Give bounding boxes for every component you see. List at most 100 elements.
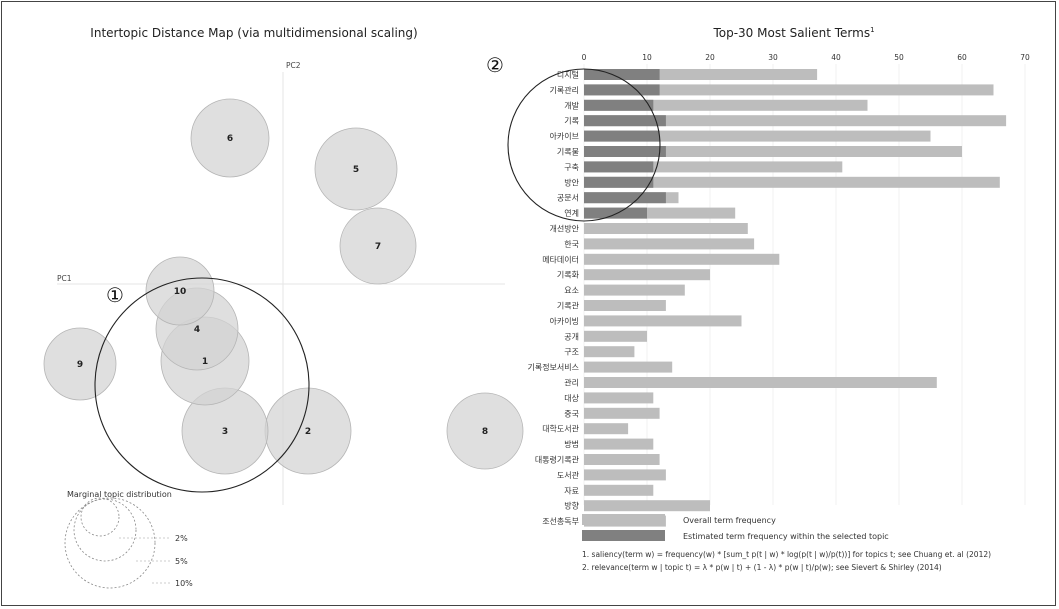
bar-topic[interactable] xyxy=(584,99,654,111)
term-label[interactable]: 구조 xyxy=(564,348,579,357)
term-label[interactable]: 기록정보서비스 xyxy=(527,362,579,372)
bar-overall[interactable] xyxy=(584,115,1007,127)
bar-topic[interactable] xyxy=(584,115,666,127)
bar-topic[interactable] xyxy=(584,69,660,80)
x-tick-label: 20 xyxy=(705,53,715,62)
term-label[interactable]: 기록관리 xyxy=(550,85,579,95)
bar-overall[interactable] xyxy=(584,454,660,465)
legend-label-10: 10% xyxy=(175,579,193,588)
selected-topic-circle xyxy=(94,277,310,493)
term-labels: 디지털기록관리개발기록아카이브기록물구축방안공문서연계개선방안한국메타데이터기록… xyxy=(527,70,579,527)
bar-overall[interactable] xyxy=(584,500,710,512)
bar-topic[interactable] xyxy=(584,84,660,96)
selected-terms-circle xyxy=(507,68,661,222)
term-label[interactable]: 아카이빙 xyxy=(550,316,579,326)
x-tick-label: 0 xyxy=(582,53,587,62)
bar-overall[interactable] xyxy=(584,330,647,342)
term-label[interactable]: 방법 xyxy=(564,439,579,449)
bar-overall[interactable] xyxy=(584,176,1000,188)
x-tick-label: 10 xyxy=(642,53,652,62)
x-tick-label: 30 xyxy=(768,53,778,62)
bar-overall[interactable] xyxy=(584,130,931,142)
bar-overall[interactable] xyxy=(584,300,666,311)
topic-bubble-6[interactable] xyxy=(190,98,270,178)
bar-overall[interactable] xyxy=(584,269,710,281)
salient-terms-chart: Top-30 Most Salient Terms1 0 10 20 30 40 50 60… xyxy=(486,26,1030,572)
term-label[interactable]: 요소 xyxy=(564,286,579,295)
legend-swatch-topic xyxy=(582,530,665,541)
term-label[interactable]: 개발 xyxy=(564,100,579,110)
bar-overall[interactable] xyxy=(584,361,673,373)
term-label[interactable]: 조선총독부 xyxy=(542,517,579,526)
term-label[interactable]: 메타데이터 xyxy=(542,254,579,264)
term-label[interactable]: 디지털 xyxy=(557,70,579,80)
legend-circle-5 xyxy=(73,498,137,562)
bar-overall[interactable] xyxy=(584,392,654,404)
term-label[interactable]: 관리 xyxy=(564,378,579,388)
term-label[interactable]: 방안 xyxy=(564,177,579,187)
topic-label-6: 6 xyxy=(227,134,233,144)
bar-overall[interactable] xyxy=(584,438,654,450)
bar-topic[interactable] xyxy=(584,192,666,204)
term-label[interactable]: 개선방안 xyxy=(550,224,580,234)
term-label[interactable]: 기록관 xyxy=(557,301,580,311)
bars xyxy=(584,69,1007,527)
term-label[interactable]: 자료 xyxy=(564,486,579,495)
topic-bubble-10[interactable] xyxy=(145,256,215,326)
bar-topic[interactable] xyxy=(584,130,660,142)
legend-swatch-overall xyxy=(582,514,665,525)
topic-label-8: 8 xyxy=(482,427,488,437)
bar-topic[interactable] xyxy=(584,207,647,219)
bar-overall[interactable] xyxy=(584,223,748,234)
bar-overall[interactable] xyxy=(584,253,780,265)
x-tick-label: 60 xyxy=(957,53,967,62)
topic-bubble-7[interactable] xyxy=(339,207,417,285)
bar-overall[interactable] xyxy=(584,423,629,435)
term-label[interactable]: 기록 xyxy=(564,117,579,126)
bar-topic[interactable] xyxy=(584,176,654,188)
bar-overall[interactable] xyxy=(584,84,994,96)
legend-label-5: 5% xyxy=(175,557,188,566)
legend-circle-10 xyxy=(64,497,156,589)
topic-label-7: 7 xyxy=(375,242,381,252)
topic-bubble-5[interactable] xyxy=(314,127,398,211)
term-label[interactable]: 대상 xyxy=(564,393,579,403)
topic-label-9: 9 xyxy=(77,360,83,370)
bar-overall[interactable] xyxy=(584,207,736,219)
topic-bubble-9[interactable] xyxy=(43,327,117,401)
term-label[interactable]: 도서관 xyxy=(557,470,580,480)
legend-title: Marginal topic distribution xyxy=(67,490,172,499)
bar-overall[interactable] xyxy=(584,284,685,296)
bar-overall[interactable] xyxy=(584,484,654,496)
bar-overall[interactable] xyxy=(584,238,755,250)
bar-overall[interactable] xyxy=(584,407,660,419)
bar-topic[interactable] xyxy=(584,146,666,157)
term-label[interactable]: 기록화 xyxy=(557,271,580,280)
bar-topic[interactable] xyxy=(584,161,654,173)
term-label[interactable]: 중국 xyxy=(564,409,579,418)
bar-overall[interactable] xyxy=(584,99,868,111)
term-label[interactable]: 대학도서관 xyxy=(542,424,579,434)
bar-overall[interactable] xyxy=(584,346,635,358)
term-label[interactable]: 연계 xyxy=(564,208,579,218)
x-axis-ticks: 0 10 20 30 40 50 60 70 xyxy=(582,53,1030,62)
term-label[interactable]: 기록물 xyxy=(557,148,579,157)
bar-overall[interactable] xyxy=(584,469,666,481)
legend-circle-2 xyxy=(80,497,120,537)
bar-overall[interactable] xyxy=(584,315,742,327)
topic-label-10: 10 xyxy=(174,287,187,297)
bar-overall[interactable] xyxy=(584,69,818,80)
topic-label-5: 5 xyxy=(353,165,359,175)
bar-overall[interactable] xyxy=(584,161,843,173)
term-label[interactable]: 한국 xyxy=(564,240,579,249)
term-label[interactable]: 공문서 xyxy=(557,194,579,203)
term-label[interactable]: 대통령기록관 xyxy=(535,455,580,465)
term-label[interactable]: 아카이브 xyxy=(550,131,579,141)
bar-overall[interactable] xyxy=(584,146,962,157)
pc1-label: PC1 xyxy=(57,274,72,283)
term-label[interactable]: 방향 xyxy=(564,501,579,511)
term-label[interactable]: 구축 xyxy=(564,163,579,172)
topic-bubble-8[interactable] xyxy=(446,392,524,470)
term-label[interactable]: 공개 xyxy=(564,331,579,341)
bar-overall[interactable] xyxy=(584,377,937,388)
